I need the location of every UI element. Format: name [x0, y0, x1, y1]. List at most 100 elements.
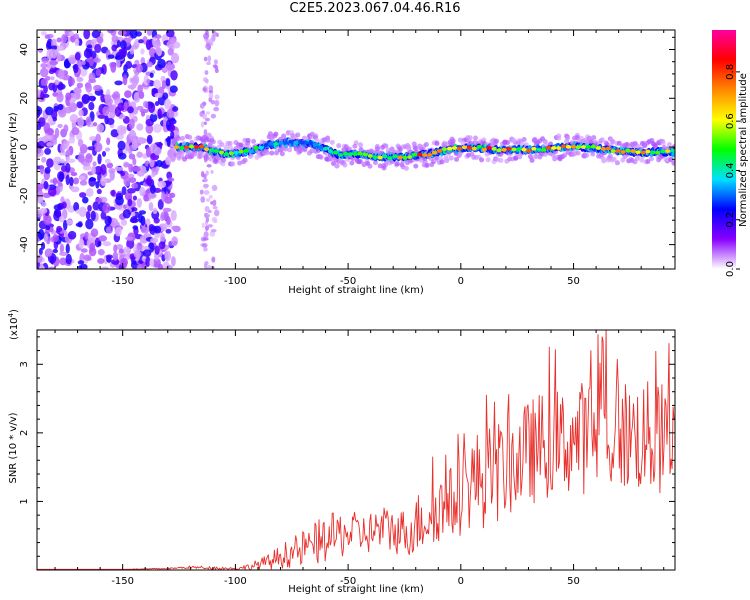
noise-blob	[118, 152, 127, 160]
colorbar-tick-label: 0.6	[725, 113, 736, 129]
signal-core	[481, 147, 487, 152]
noise-blob	[213, 106, 220, 112]
signal-halo	[479, 157, 485, 163]
noise-blob	[114, 226, 122, 237]
noise-blob	[70, 186, 80, 193]
noise-blob	[170, 70, 178, 81]
noise-blob	[85, 153, 93, 164]
noise-blob	[165, 156, 172, 166]
noise-blob	[85, 83, 92, 93]
signal-core	[278, 141, 284, 145]
noise-blob	[45, 225, 51, 231]
noise-blob	[146, 30, 153, 36]
noise-blob	[213, 209, 220, 217]
noise-blob	[127, 199, 133, 207]
noise-blob	[88, 136, 98, 141]
signal-core	[407, 155, 413, 160]
noise-blob	[157, 199, 164, 210]
noise-blob	[106, 162, 114, 169]
noise-blob	[205, 78, 209, 84]
signal-core	[461, 145, 468, 150]
noise-blob	[37, 123, 42, 131]
signal-core	[293, 140, 299, 145]
noise-blob	[68, 31, 75, 37]
signal-halo	[434, 155, 440, 161]
noise-blob	[160, 233, 166, 243]
noise-blob	[139, 234, 149, 244]
signal-core	[556, 146, 562, 150]
noise-blob	[165, 78, 171, 87]
noise-blob	[203, 231, 209, 239]
noise-blob	[65, 174, 70, 186]
noise-blob	[110, 129, 119, 138]
signal-halo	[444, 157, 450, 163]
noise-blob	[40, 91, 45, 101]
signal-core	[253, 145, 259, 150]
noise-blob	[205, 30, 209, 36]
signal-core	[600, 146, 606, 151]
signal-core	[446, 146, 453, 151]
noise-blob	[109, 170, 115, 181]
noise-blob	[38, 196, 44, 203]
noise-blob	[56, 37, 63, 43]
signal-core	[243, 148, 249, 153]
noise-blob	[161, 80, 166, 90]
noise-blob	[202, 113, 207, 120]
signal-halo	[251, 138, 257, 144]
signal-core	[645, 149, 651, 154]
signal-core	[456, 146, 463, 151]
noise-blob	[170, 209, 177, 221]
noise-blob	[92, 122, 98, 127]
signal-core	[580, 145, 587, 149]
noise-blob	[41, 201, 47, 207]
signal-halo	[223, 144, 229, 150]
signal-halo	[556, 135, 562, 141]
signal-halo	[424, 162, 430, 168]
noise-blob	[151, 87, 159, 93]
noise-blob	[206, 164, 212, 168]
noise-blob	[44, 34, 51, 39]
noise-blob	[210, 170, 214, 174]
signal-halo	[529, 157, 535, 163]
noise-blob	[119, 257, 128, 267]
noise-blob	[203, 56, 208, 62]
noise-blob	[201, 243, 208, 248]
noise-blob	[139, 187, 146, 197]
signal-core	[491, 146, 497, 151]
noise-blob	[37, 229, 45, 240]
noise-blob	[154, 245, 160, 255]
noise-blob	[148, 201, 154, 211]
noise-blob	[150, 184, 156, 194]
noise-blob	[155, 47, 162, 55]
noise-blob	[37, 47, 44, 53]
noise-blob	[128, 177, 137, 183]
signal-halo	[372, 160, 378, 166]
noise-blob	[37, 254, 43, 263]
signal-core	[660, 149, 666, 154]
noise-blob	[153, 217, 160, 224]
signal-core	[501, 147, 507, 152]
noise-blob	[205, 170, 209, 176]
noise-blob	[43, 122, 51, 134]
noise-blob	[104, 158, 111, 164]
noise-blob	[97, 114, 106, 119]
noise-blob	[81, 60, 86, 66]
y-tick-label: 2	[19, 430, 30, 436]
noise-blob	[105, 226, 112, 234]
noise-blob	[57, 123, 63, 128]
signal-core	[486, 145, 492, 150]
y-tick-label: 3	[19, 361, 30, 367]
noise-blob	[93, 57, 101, 63]
signal-core	[228, 151, 234, 156]
noise-blob	[127, 187, 136, 194]
noise-blob	[115, 196, 124, 206]
noise-blob	[46, 158, 54, 168]
signal-core	[198, 144, 205, 149]
signal-core	[441, 147, 448, 152]
noise-blob	[122, 74, 128, 86]
signal-halo	[219, 141, 225, 147]
noise-blob	[59, 257, 67, 266]
noise-blob	[136, 264, 143, 269]
noise-blob	[88, 101, 95, 111]
noise-blob	[63, 140, 70, 147]
